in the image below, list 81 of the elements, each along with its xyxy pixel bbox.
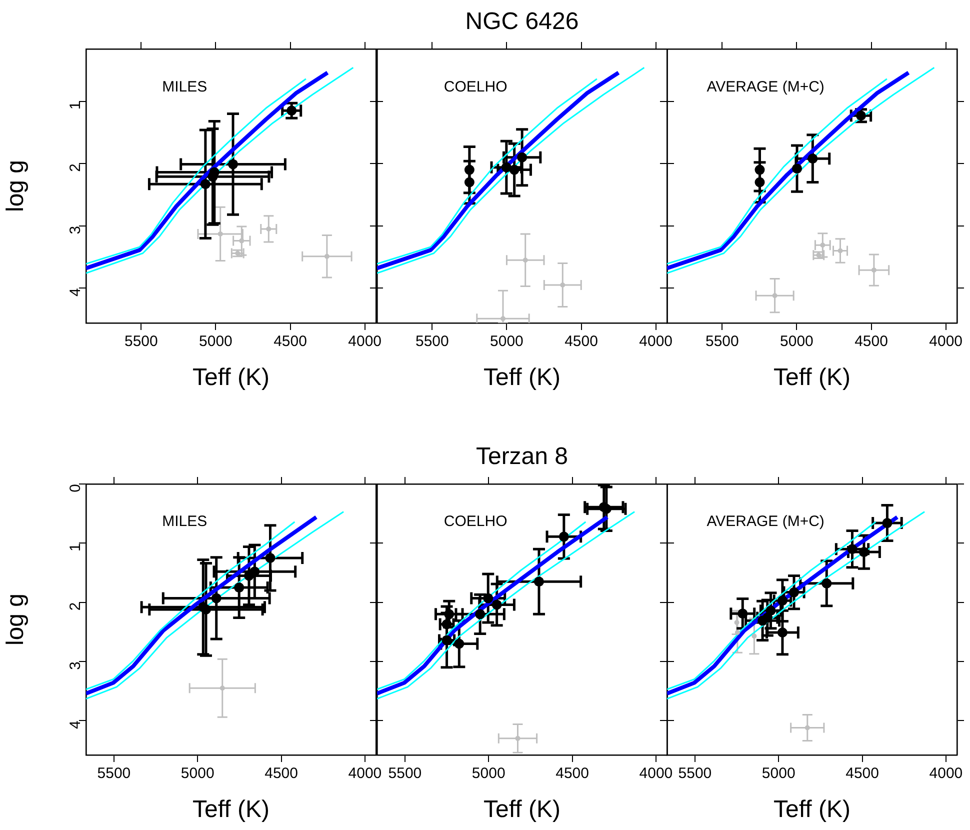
point [534, 576, 544, 587]
annotation: MILES [162, 78, 208, 96]
x-tick-label: 4000 [639, 333, 673, 350]
point [762, 612, 772, 623]
x-tick-label: 5000 [472, 765, 506, 782]
chart-title: Terzan 8 [474, 443, 570, 471]
x-tick-label: 5000 [490, 333, 524, 350]
point [454, 638, 464, 649]
point [752, 634, 757, 639]
x-tick-label: 4000 [929, 765, 963, 782]
point [789, 587, 800, 598]
point [858, 547, 869, 558]
point [808, 154, 818, 164]
point [882, 518, 892, 528]
point [483, 593, 494, 604]
annotation: MILES [162, 513, 208, 530]
x-tick-label: 5000 [180, 765, 214, 782]
x-tick-label: 4000 [639, 765, 673, 782]
x-tick-label: 4500 [854, 333, 888, 350]
y-tick-label: 2 [67, 164, 84, 172]
point [492, 600, 502, 610]
point [509, 164, 520, 175]
point [464, 164, 474, 175]
x-tick-label: 4500 [274, 333, 307, 350]
annotation: COELHO [444, 513, 508, 530]
y-tick-label: 0 [67, 484, 84, 492]
x-tick-label: 5500 [388, 765, 422, 782]
point [754, 177, 765, 188]
x-axis-title: Teff (K) [192, 364, 270, 392]
x-tick-label: 5000 [780, 333, 814, 350]
point [792, 164, 802, 174]
y-tick-label: 4 [67, 720, 84, 730]
annotation: COELHO [444, 78, 508, 96]
x-tick-label: 4000 [348, 333, 382, 350]
point [734, 620, 740, 625]
y-tick-label: 4 [67, 288, 84, 296]
x-tick-label: 5500 [124, 333, 158, 350]
y-tick-label: 3 [67, 662, 84, 670]
x-tick-label: 5500 [678, 765, 712, 782]
x-tick-label: 5500 [705, 333, 739, 350]
y-tick-label: 1 [67, 543, 84, 552]
point [464, 177, 474, 188]
point [515, 736, 520, 741]
y-tick-label: 3 [67, 226, 84, 234]
x-tick-label: 4500 [846, 765, 879, 782]
x-tick-label: 4500 [564, 333, 598, 350]
annotation: AVERAGE (M+C) [706, 513, 824, 530]
point [754, 164, 765, 175]
x-tick-label: 5000 [199, 333, 232, 350]
point [804, 725, 810, 730]
point [734, 630, 740, 636]
point [560, 282, 566, 288]
point [444, 609, 454, 620]
x-tick-label: 5000 [762, 765, 796, 782]
y-tick-label: 2 [67, 602, 84, 611]
x-axis-title: Teff (K) [484, 796, 560, 824]
y-axis-title: log g [2, 160, 30, 212]
point [475, 609, 486, 620]
point [558, 532, 569, 542]
x-axis-title: Teff (K) [484, 364, 560, 392]
x-tick-label: 4000 [929, 333, 963, 350]
point [501, 162, 512, 172]
point [517, 152, 528, 162]
point [522, 258, 528, 263]
y-tick-label: 1 [67, 101, 84, 110]
x-axis-title: Teff (K) [774, 364, 850, 392]
point [738, 608, 748, 619]
x-tick-label: 4500 [556, 765, 589, 782]
x-tick-label: 5500 [97, 765, 131, 782]
point [601, 504, 612, 514]
x-axis-title: Teff (K) [192, 796, 270, 824]
point [847, 544, 858, 554]
x-tick-label: 5500 [415, 333, 449, 350]
x-tick-label: 4500 [264, 765, 298, 782]
chart-title: NGC 6426 [464, 8, 580, 36]
annotation: AVERAGE (M+C) [706, 78, 824, 96]
x-tick-label: 4000 [348, 765, 382, 782]
y-axis-title: log g [2, 593, 30, 646]
x-axis-title: Teff (K) [774, 796, 850, 824]
point [822, 578, 832, 588]
point [777, 628, 788, 638]
